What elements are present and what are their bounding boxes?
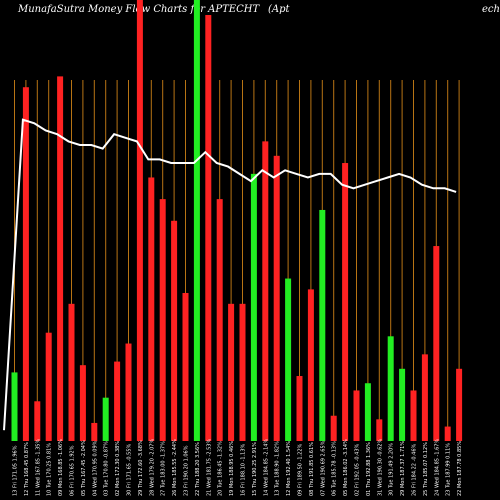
x-tick-label: 26 Mon 185.55 -2.44% bbox=[172, 439, 178, 496]
bar-up bbox=[102, 397, 109, 441]
x-tick-label: 12 Mon 192.40 1.54% bbox=[286, 441, 292, 496]
bar-down bbox=[444, 426, 451, 441]
bar-down bbox=[273, 155, 280, 441]
x-tick-label: 23 Tue 187.99 0.11% bbox=[446, 443, 452, 496]
x-tick-label: 06 Fri 170.65 1.92% bbox=[70, 445, 76, 496]
trend-line bbox=[3, 118, 457, 431]
x-tick-label: 19 Mon 188.95 0.46% bbox=[229, 441, 235, 496]
x-tick-label: 13 Fri 171.05 1.96% bbox=[13, 445, 19, 496]
x-tick-label: 16 Fri 188.10 -1.13% bbox=[241, 443, 247, 496]
bar-down bbox=[148, 177, 155, 441]
bar-down bbox=[376, 419, 383, 441]
x-tick-label: 15 Thu 190.25 2.91% bbox=[252, 442, 258, 496]
chart-title-end: ech L bbox=[482, 4, 500, 15]
bar-down bbox=[125, 343, 132, 441]
x-tick-label: 02 Fri 192.05 -0.43% bbox=[355, 443, 361, 496]
x-tick-label: 08 Thu 191.85 0.61% bbox=[309, 442, 315, 496]
x-tick-label: 23 Fri 190.20 1.06% bbox=[184, 445, 190, 496]
bar-down bbox=[262, 141, 269, 441]
bar-down bbox=[228, 303, 235, 441]
bar-down bbox=[79, 365, 86, 441]
bar-up bbox=[387, 336, 394, 441]
bar-down bbox=[433, 246, 440, 441]
x-tick-label: 05 Thu 167.45 -2.04% bbox=[81, 440, 87, 496]
x-tick-label: 20 Tue 186.45 -1.32% bbox=[218, 441, 224, 496]
bar-down bbox=[421, 354, 428, 441]
bar-down bbox=[91, 422, 98, 441]
x-tick-label: 13 Tue 188.90 -1.82% bbox=[275, 441, 281, 496]
x-tick-label: 24 Wed 184.85 -1.67% bbox=[434, 439, 440, 496]
bar-down bbox=[22, 87, 29, 441]
bars-layer bbox=[11, 0, 463, 442]
chart-title-tail: (Apt bbox=[268, 4, 290, 15]
x-tick-label: 03 Tue 170.80 -0.87% bbox=[104, 441, 110, 496]
bar-up bbox=[285, 278, 292, 441]
bar-down bbox=[68, 303, 75, 441]
bar-up bbox=[250, 173, 257, 442]
bar-down bbox=[330, 415, 337, 441]
bar-down bbox=[296, 376, 303, 441]
x-tick-label: 27 Tue 183.00 -1.37% bbox=[161, 441, 167, 496]
x-tick-label: 01 Thu 192.88 1.36% bbox=[366, 442, 372, 496]
bar-down bbox=[307, 289, 314, 441]
bar-down bbox=[216, 199, 223, 441]
x-tick-label: 25 Thu 185.07 0.12% bbox=[423, 442, 429, 496]
bar-down bbox=[182, 292, 189, 441]
bar-down bbox=[342, 163, 349, 441]
x-tick-label: 10 Tue 170.25 0.81% bbox=[47, 443, 53, 496]
bar-down bbox=[410, 390, 417, 441]
x-tick-label: 11 Wed 167.85 -1.35% bbox=[35, 439, 41, 496]
x-tick-label: 30 Tue 191.49 2.20% bbox=[389, 443, 395, 496]
x-tick-label: 22 Mon 187.78 0.85% bbox=[457, 441, 463, 496]
x-tick-label: 12 Thu 168.45 0.87% bbox=[24, 442, 30, 496]
x-tick-label: 22 Thu 188.20 3.56% bbox=[195, 442, 201, 496]
bar-down bbox=[456, 368, 463, 441]
bar-down bbox=[205, 15, 212, 442]
x-tick-label: 05 Mon 186.02 -3.14% bbox=[343, 439, 349, 496]
x-tick-label: 29 Thu 172.60 -3.68% bbox=[138, 440, 144, 496]
x-tick-label: 04 Wed 170.95 0.09% bbox=[92, 440, 98, 496]
bar-up bbox=[319, 209, 326, 441]
x-tick-label: 09 Fri 189.50 -1.22% bbox=[298, 443, 304, 496]
x-tick-label: 06 Tue 185.78 -0.13% bbox=[332, 441, 338, 496]
x-tick-label: 02 Mon 172.30 0.38% bbox=[115, 441, 121, 496]
x-tick-label: 07 Wed 190.69 2.65% bbox=[320, 440, 326, 496]
x-tick-label: 29 Mon 187.37 1.71% bbox=[400, 441, 406, 496]
bar-down bbox=[34, 401, 41, 441]
bar-down bbox=[353, 390, 360, 441]
bar-down bbox=[45, 332, 52, 441]
x-tick-label: 21 Wed 181.75 -2.53% bbox=[206, 439, 212, 496]
bar-down bbox=[136, 0, 143, 441]
bar-up bbox=[364, 383, 371, 441]
x-tick-label: 14 Wed 184.85 -2.14% bbox=[263, 439, 269, 496]
bar-up bbox=[399, 368, 406, 441]
x-tick-label: 28 Wed 179.20 -2.07% bbox=[149, 439, 155, 496]
x-axis-labels: 13 Fri 171.05 1.96% 12 Thu 168.45 0.87% 11… bbox=[13, 439, 464, 496]
x-tick-label: 09 Mon 168.85 -1.06% bbox=[58, 439, 64, 496]
bar-down bbox=[114, 361, 121, 441]
bar-up bbox=[193, 0, 200, 441]
x-tick-label: 26 Fri 184.22 -0.46% bbox=[412, 443, 418, 496]
bar-up bbox=[11, 372, 18, 441]
bar-down bbox=[171, 220, 178, 441]
x-tick-label: 30 Fri 171.65 -0.55% bbox=[127, 443, 133, 496]
bar-down bbox=[159, 199, 166, 441]
bar-down bbox=[57, 76, 64, 441]
x-tick-label: 31 Wed 190.30 -0.62% bbox=[377, 439, 383, 496]
bar-down bbox=[239, 303, 246, 441]
